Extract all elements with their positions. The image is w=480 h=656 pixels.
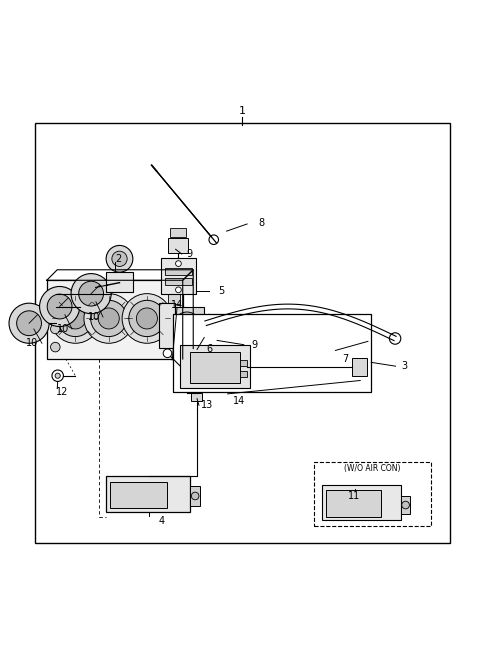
Text: 7: 7 [342,354,348,364]
Text: 10: 10 [57,324,70,334]
Circle shape [122,294,172,343]
Circle shape [50,288,60,297]
Text: 2: 2 [115,254,121,264]
Circle shape [112,251,127,266]
Circle shape [39,287,80,327]
Bar [314,462,431,526]
Bar [165,278,192,285]
Text: 10: 10 [88,312,101,322]
Circle shape [52,370,63,381]
Text: 13: 13 [201,400,213,410]
Circle shape [106,245,133,272]
Circle shape [50,306,60,316]
Text: 1: 1 [239,106,246,116]
Bar [168,310,180,322]
Circle shape [84,294,133,343]
Circle shape [50,294,100,343]
Circle shape [192,492,199,500]
Text: 3: 3 [402,361,408,371]
Circle shape [50,324,60,334]
Bar [240,371,247,377]
Text: 5: 5 [218,286,224,296]
Text: 12: 12 [56,388,69,398]
Bar [192,393,202,401]
Bar [35,123,450,543]
Bar [173,314,371,392]
Text: (W/O AIR CON): (W/O AIR CON) [345,464,401,473]
Circle shape [204,314,213,323]
Bar [190,352,240,383]
Bar [190,487,200,506]
Bar [168,292,180,304]
Text: 9: 9 [251,340,257,350]
Bar [205,335,216,343]
Text: 4: 4 [158,516,164,526]
Text: 6: 6 [206,344,212,354]
Bar [110,482,168,508]
Bar [168,328,180,340]
Circle shape [389,333,401,344]
Circle shape [79,281,104,306]
Circle shape [163,349,172,358]
Circle shape [55,373,60,379]
Text: 14: 14 [171,300,183,310]
Bar [352,358,367,376]
Circle shape [98,308,119,329]
Circle shape [176,287,181,293]
Circle shape [204,328,213,337]
Circle shape [174,312,200,338]
Circle shape [47,294,72,319]
Bar [165,268,192,275]
Circle shape [136,308,157,329]
Circle shape [176,260,181,266]
Bar [326,490,381,516]
Bar [161,258,196,294]
Bar [322,485,401,520]
Bar [47,280,183,359]
Circle shape [129,300,165,337]
Circle shape [17,311,41,336]
Circle shape [91,300,127,337]
Text: 9: 9 [187,249,193,259]
Bar [175,308,204,343]
Circle shape [9,303,49,343]
Circle shape [200,322,206,329]
Circle shape [209,235,218,245]
Circle shape [57,300,94,337]
Text: 14: 14 [233,396,245,405]
Bar [159,302,175,348]
Circle shape [50,342,60,352]
Bar [240,360,247,366]
Bar [180,344,250,388]
Text: 11: 11 [348,491,360,501]
Circle shape [402,501,409,509]
Bar [107,272,132,292]
Bar [107,476,190,512]
Circle shape [71,274,111,314]
Text: 8: 8 [258,218,264,228]
Circle shape [180,319,193,332]
Text: 10: 10 [26,338,38,348]
Bar [401,496,410,514]
Circle shape [65,308,86,329]
Bar [168,238,188,253]
Bar [170,228,186,237]
